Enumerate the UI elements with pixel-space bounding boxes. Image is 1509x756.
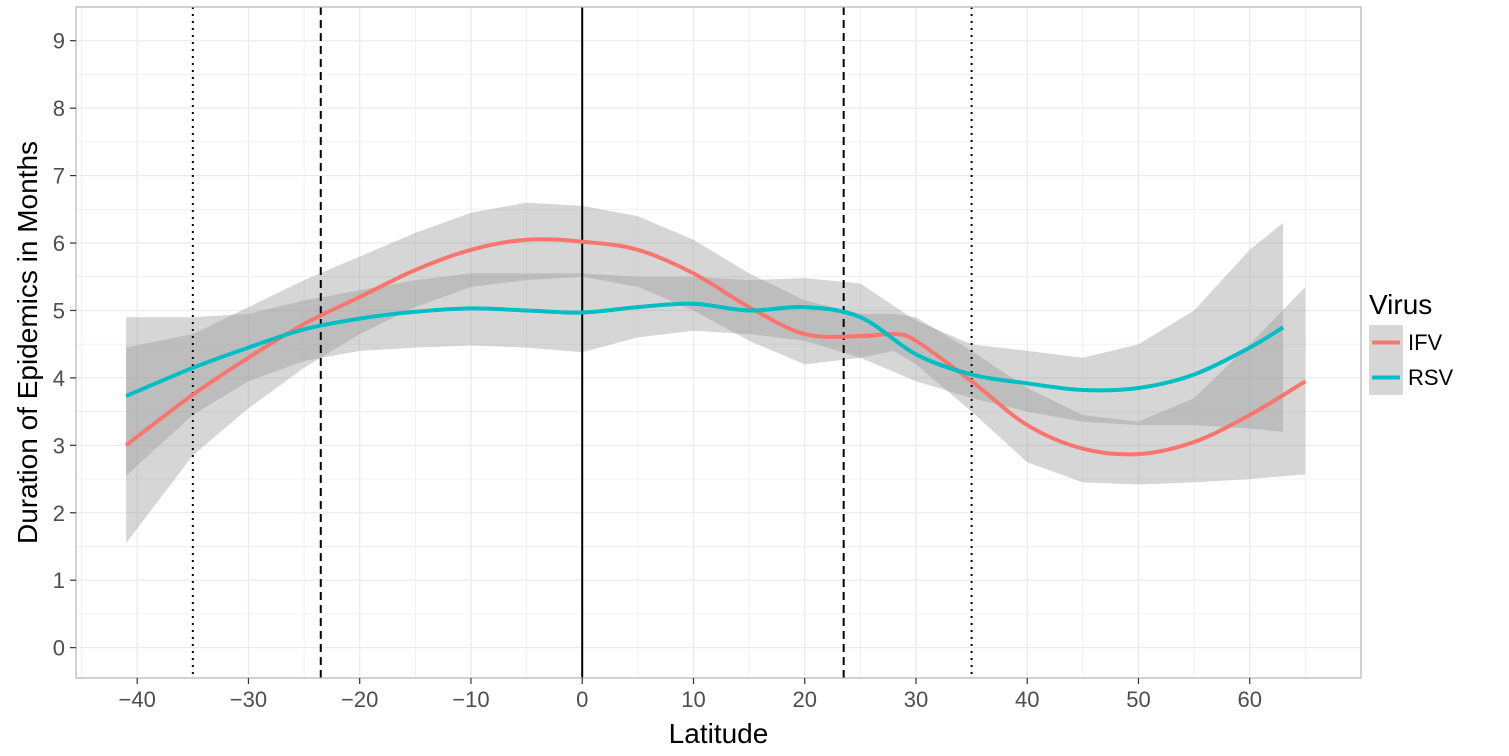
series-lines: [124, 237, 1307, 457]
y-tick-label: 1: [53, 568, 65, 593]
major-grid: [76, 7, 1361, 678]
x-tick-label: 60: [1238, 687, 1262, 712]
y-axis-title: Duration of Epidemics in Months: [12, 141, 43, 544]
panel-border: [75, 6, 1362, 679]
y-tick-label: 3: [53, 433, 65, 458]
x-tick-label: 50: [1126, 687, 1150, 712]
y-tick-label: 5: [53, 298, 65, 323]
x-axis-ticks: −40 −30 −20 −10 0 10 20 30 40 50 60: [119, 678, 1262, 712]
y-tick-label: 9: [53, 29, 65, 54]
y-tick-label: 8: [53, 96, 65, 121]
y-tick-label: 7: [53, 164, 65, 189]
x-tick-label: −30: [230, 687, 267, 712]
x-tick-label: 10: [681, 687, 705, 712]
x-axis-title: Latitude: [669, 718, 769, 749]
y-tick-label: 0: [53, 636, 65, 661]
y-tick-label: 6: [53, 231, 65, 256]
ribbon-ifv: [126, 202, 1306, 544]
y-tick-label: 2: [53, 501, 65, 526]
x-tick-label: −20: [341, 687, 378, 712]
confidence-ribbons: [126, 202, 1306, 544]
x-tick-label: 0: [576, 687, 588, 712]
reference-lines: [191, 7, 973, 678]
series-line-rsv: [125, 301, 1285, 398]
y-tick-label: 4: [53, 366, 65, 391]
y-axis-ticks: 0 1 2 3 4 5 6 7 8 9: [53, 29, 76, 661]
series-line-ifv: [124, 237, 1307, 457]
legend-title: Virus: [1369, 289, 1432, 320]
x-tick-label: −40: [119, 687, 156, 712]
legend: Virus IFV RSV: [1369, 289, 1454, 395]
ribbon-rsv: [126, 222, 1284, 476]
x-tick-label: 40: [1015, 687, 1039, 712]
legend-label-ifv: IFV: [1408, 330, 1443, 355]
x-tick-label: 20: [792, 687, 816, 712]
x-tick-label: −10: [452, 687, 489, 712]
x-tick-label: 30: [904, 687, 928, 712]
legend-label-rsv: RSV: [1408, 365, 1454, 390]
